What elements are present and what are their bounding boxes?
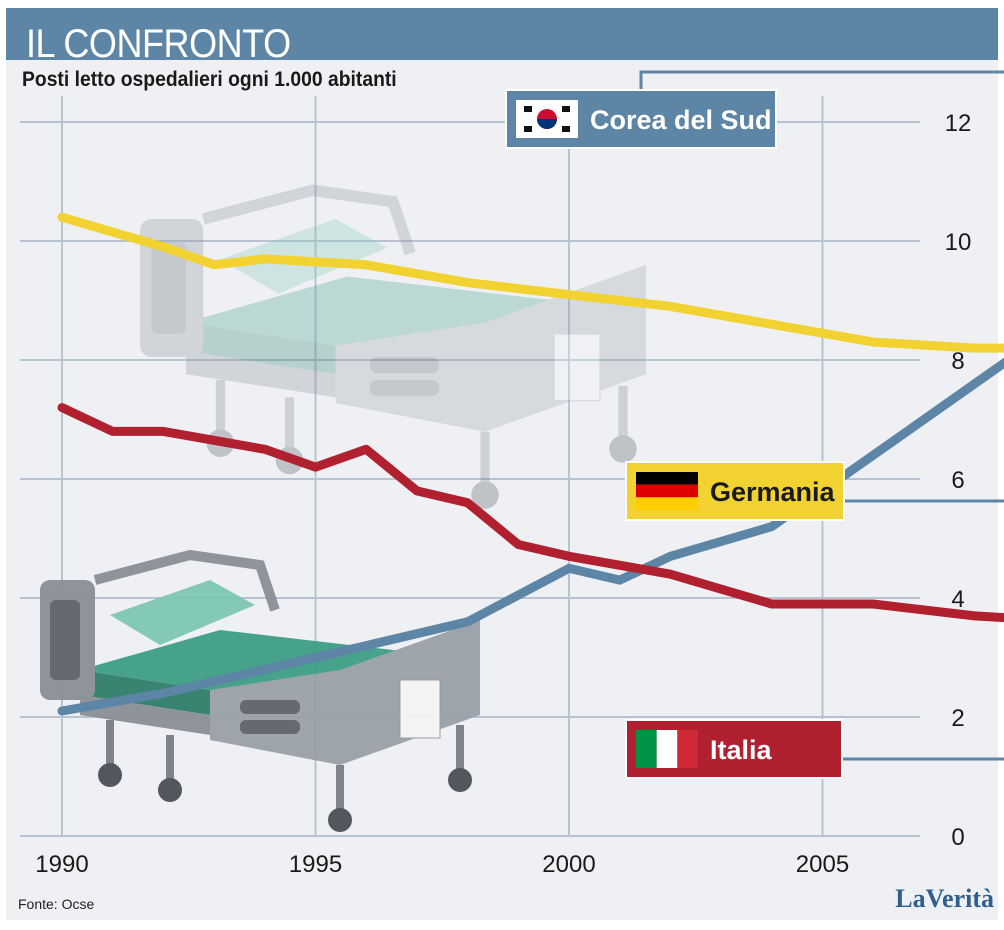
side-rail (201, 184, 416, 256)
pillow (220, 219, 388, 294)
series-labels: Corea del Sud Germania Italia (505, 70, 1004, 779)
bed-frame (186, 339, 646, 421)
axis-ticks: 024681012199019952000200520102015 (35, 110, 972, 878)
x-tick-label: 1990 (35, 851, 88, 878)
chart-subtitle: Posti letto ospedalieri ogni 1.000 abita… (22, 68, 397, 91)
series-label-italy: Italia (710, 735, 773, 765)
footboard (335, 265, 646, 432)
connector-line (844, 499, 1004, 503)
title-bar: IL CONFRONTO (6, 8, 998, 66)
korea-flag-trigram (562, 106, 570, 112)
footboard-slot (370, 357, 439, 374)
page-title: IL CONFRONTO (26, 22, 291, 66)
mattress-end (485, 311, 646, 398)
y-tick-label: 8 (951, 348, 964, 375)
y-tick-label: 4 (951, 586, 964, 613)
italy-flag-icon (656, 730, 678, 768)
wheel-icon (471, 481, 499, 509)
y-tick-label: 0 (951, 824, 964, 851)
brand-logo: LaVerità (895, 884, 994, 913)
series-line-italy (57, 403, 1004, 623)
italy-flag-icon (636, 730, 657, 768)
y-tick-label: 12 (945, 110, 972, 137)
source-note: Fonte: Ocse (18, 896, 95, 912)
korea-flag-taegeuk-blue (537, 119, 557, 129)
footboard-slot (240, 720, 300, 734)
wheel-icon (448, 768, 472, 792)
korea-flag-trigram (524, 106, 532, 112)
footboard-slot (240, 700, 300, 714)
mattress (186, 276, 646, 369)
y-tick-label: 6 (951, 467, 964, 494)
germany-flag-icon (636, 472, 698, 485)
wheel-icon (98, 763, 122, 787)
korea-flag-trigram (562, 126, 570, 132)
chart-series (57, 212, 1004, 716)
connector-line (639, 70, 1004, 90)
wheel-icon (158, 778, 182, 802)
y-tick-label: 10 (945, 229, 972, 256)
series-line-germany (57, 212, 1004, 353)
x-tick-label: 2005 (796, 851, 849, 878)
headboard-inner (50, 600, 80, 680)
headboard-inner (151, 242, 186, 334)
footboard-slot (370, 380, 439, 397)
side-rail (93, 549, 280, 612)
mattress-side (186, 322, 485, 398)
bed-illustration-front (40, 549, 480, 832)
chart-card (399, 679, 441, 739)
series-label-germany: Germania (710, 477, 836, 507)
germany-flag-icon (636, 497, 698, 510)
korea-flag-trigram (524, 126, 532, 132)
y-tick-label: 2 (951, 705, 964, 732)
wheel-icon (609, 435, 637, 463)
pillow (110, 580, 255, 645)
italy-flag-icon (677, 730, 698, 768)
hospital-bed-illustration (40, 184, 646, 832)
series-line-korea (57, 357, 1004, 716)
bed-illustration-back (140, 184, 646, 509)
chart-card (553, 333, 601, 402)
wheel-icon (328, 808, 352, 832)
series-label-korea: Corea del Sud (590, 105, 772, 135)
x-tick-label: 1995 (289, 851, 342, 878)
germany-flag-icon (636, 484, 698, 498)
x-tick-label: 2000 (542, 851, 595, 878)
